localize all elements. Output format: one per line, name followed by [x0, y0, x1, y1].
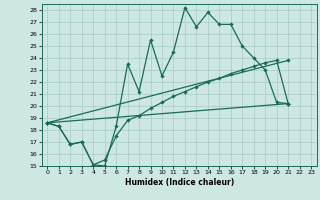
X-axis label: Humidex (Indice chaleur): Humidex (Indice chaleur)	[124, 178, 234, 187]
